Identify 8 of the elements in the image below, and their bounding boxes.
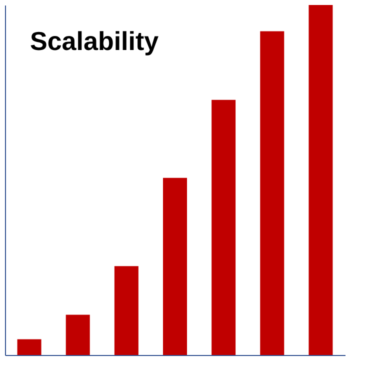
bar (212, 100, 236, 355)
text: Scalability (30, 26, 160, 56)
bar (114, 266, 138, 355)
bar (260, 31, 284, 355)
bar (308, 5, 333, 355)
bar (66, 314, 90, 355)
bar (17, 339, 42, 355)
bar (163, 178, 187, 355)
